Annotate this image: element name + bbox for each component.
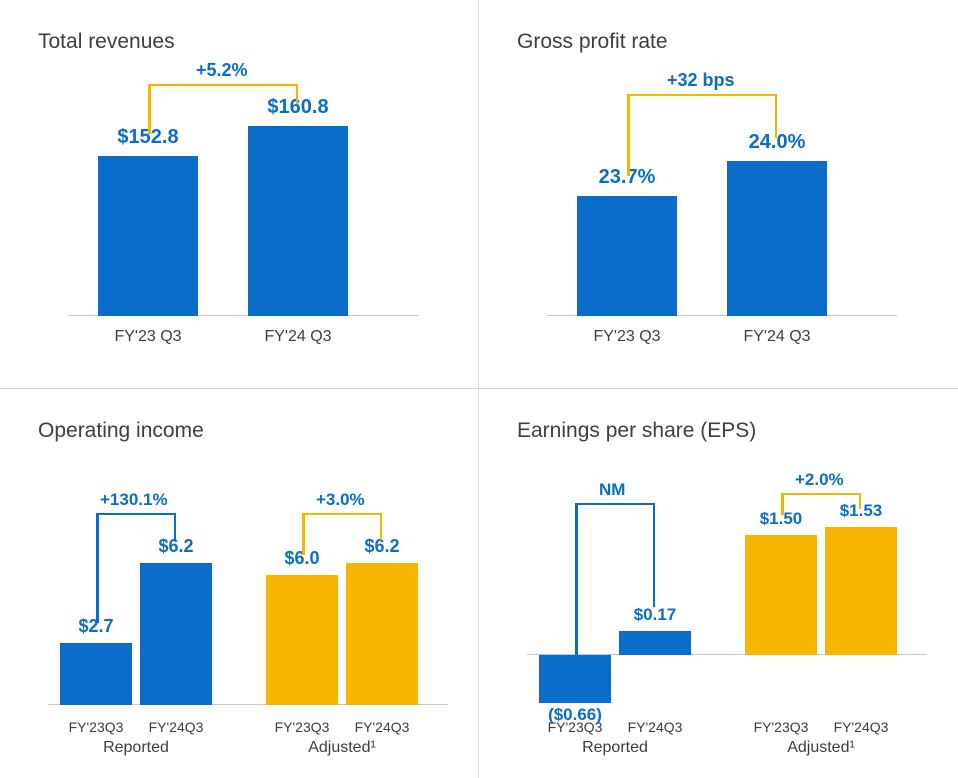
panel-total-revenues: Total revenues $152.8 FY'23 Q3 $160.8 FY… xyxy=(0,0,479,389)
delta-bracket-reported xyxy=(96,513,176,515)
x-label: FY'24Q3 xyxy=(346,719,418,735)
delta-label: +3.0% xyxy=(316,490,365,510)
bar-fy24 xyxy=(248,126,348,316)
delta-label: +130.1% xyxy=(100,490,168,510)
bar-fy23 xyxy=(98,156,198,316)
panel-eps: Earnings per share (EPS) ($0.66) FY'23Q3… xyxy=(479,389,958,778)
delta-bracket xyxy=(148,84,298,86)
bar-reported-fy23 xyxy=(60,643,132,705)
delta-bracket-reported xyxy=(575,503,655,505)
group-label: Adjusted¹ xyxy=(266,739,418,757)
x-label: FY'24Q3 xyxy=(825,719,897,735)
bar-value: 24.0% xyxy=(717,131,837,154)
chart-revenues: $152.8 FY'23 Q3 $160.8 FY'24 Q3 +5.2% xyxy=(38,64,448,364)
x-label: FY'23 Q3 xyxy=(98,328,198,346)
panel-operating-income: Operating income $2.7 FY'23Q3 $6.2 FY'24… xyxy=(0,389,479,778)
x-label: FY'24 Q3 xyxy=(248,328,348,346)
bar-adjusted-fy24 xyxy=(825,527,897,655)
delta-label: +32 bps xyxy=(667,70,735,91)
delta-label: +5.2% xyxy=(196,60,248,81)
bar-value: $6.2 xyxy=(322,536,442,557)
chart-eps: ($0.66) FY'23Q3 $0.17 FY'24Q3 Reported N… xyxy=(517,453,928,753)
panel-title: Total revenues xyxy=(38,30,448,54)
panel-title: Gross profit rate xyxy=(517,30,928,54)
bar-fy23 xyxy=(577,196,677,316)
x-label: FY'24 Q3 xyxy=(727,328,827,346)
bar-adjusted-fy23 xyxy=(266,575,338,705)
chart-gross: 23.7% FY'23 Q3 24.0% FY'24 Q3 +32 bps xyxy=(517,64,928,364)
bar-value: $0.17 xyxy=(595,605,715,625)
delta-bracket-adjusted xyxy=(302,513,382,515)
panel-title: Operating income xyxy=(38,419,448,443)
x-label: FY'23Q3 xyxy=(539,719,611,735)
group-label: Reported xyxy=(60,739,212,757)
delta-bracket-adjusted xyxy=(781,493,861,495)
delta-label: NM xyxy=(599,480,625,500)
bar-value: $6.2 xyxy=(116,536,236,557)
group-label: Adjusted¹ xyxy=(745,739,897,757)
group-label: Reported xyxy=(539,739,691,757)
bar-fy24 xyxy=(727,161,827,316)
x-label: FY'23 Q3 xyxy=(577,328,677,346)
delta-bracket xyxy=(627,94,777,96)
panel-gross-profit: Gross profit rate 23.7% FY'23 Q3 24.0% F… xyxy=(479,0,958,389)
panel-title: Earnings per share (EPS) xyxy=(517,419,928,443)
chart-opinc: $2.7 FY'23Q3 $6.2 FY'24Q3 Reported +130.… xyxy=(38,453,448,753)
bar-reported-fy23-neg xyxy=(539,655,611,703)
bar-reported-fy24 xyxy=(140,563,212,705)
bar-value: $160.8 xyxy=(238,96,358,119)
bar-adjusted-fy24 xyxy=(346,563,418,705)
bar-adjusted-fy23 xyxy=(745,535,817,655)
x-label: FY'23Q3 xyxy=(266,719,338,735)
bar-value: $1.53 xyxy=(801,501,921,521)
x-label: FY'23Q3 xyxy=(745,719,817,735)
x-label: FY'24Q3 xyxy=(140,719,212,735)
x-label: FY'24Q3 xyxy=(619,719,691,735)
bar-reported-fy24 xyxy=(619,631,691,655)
delta-label: +2.0% xyxy=(795,470,844,490)
x-label: FY'23Q3 xyxy=(60,719,132,735)
